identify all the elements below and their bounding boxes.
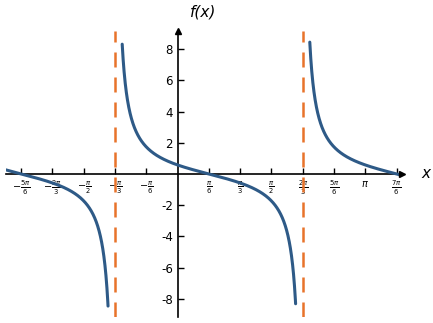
Text: x: x [421,166,430,182]
Text: f(x): f(x) [191,4,217,19]
